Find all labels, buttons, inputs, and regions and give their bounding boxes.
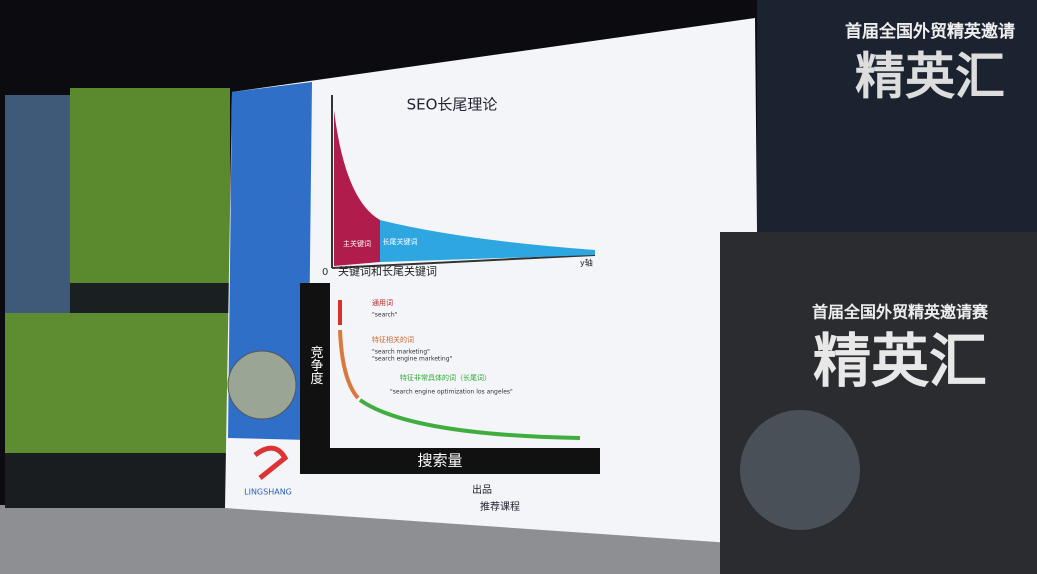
group-example: "search engine optimization los angeles" xyxy=(390,389,513,396)
poster-subtitle: 首届全国外贸精英邀请赛 xyxy=(812,303,989,322)
group-example: "search" xyxy=(372,312,398,319)
footer-producer: 出品 xyxy=(472,483,492,496)
poster-planet xyxy=(740,410,860,530)
origin: 0 xyxy=(322,267,328,278)
poster-title: 精英汇 xyxy=(813,327,987,395)
group-label: 特征非常具体的词（长尾词） xyxy=(400,373,491,382)
curve-longtail xyxy=(358,398,581,440)
group-example: "search engine marketing" xyxy=(372,356,453,363)
logo-text: LINGSHANG xyxy=(244,488,292,497)
box-base xyxy=(5,453,230,508)
top-x-axis-label: 关键词和长尾关键词 xyxy=(338,264,437,278)
banner-title: 精英汇 xyxy=(855,48,1005,106)
head-label: 主关键词 xyxy=(343,239,371,248)
tail-label: 长尾关键词 xyxy=(383,237,418,246)
bottom-x-label: 搜索量 xyxy=(417,452,462,470)
globe-image xyxy=(227,350,297,420)
bottom-x-band xyxy=(300,448,600,474)
footer-course: 推荐课程 xyxy=(480,500,520,513)
tail-area xyxy=(380,220,595,262)
slide-strip xyxy=(228,82,312,440)
banner-subtitle: 首届全国外贸精英邀请 xyxy=(845,21,1015,42)
group-label: 通用词 xyxy=(372,298,393,307)
group-label: 特征相关的词 xyxy=(372,335,414,344)
group-example: "search marketing" xyxy=(372,349,430,356)
x-axis xyxy=(331,254,596,269)
banner-top xyxy=(757,0,1037,235)
bottom-y-label: 竞争度 xyxy=(308,345,324,385)
hedge-lower xyxy=(5,313,230,453)
screen xyxy=(225,18,760,545)
hedge-upper xyxy=(70,88,230,283)
bottom-y-band xyxy=(300,283,330,448)
poster xyxy=(720,232,1037,574)
head-area xyxy=(334,110,380,266)
slide-title: SEO长尾理论 xyxy=(407,96,498,114)
logo-mark xyxy=(253,445,289,480)
box-gap xyxy=(70,283,230,313)
y-axis-end: y轴 xyxy=(580,258,593,268)
curve-related xyxy=(338,329,360,400)
